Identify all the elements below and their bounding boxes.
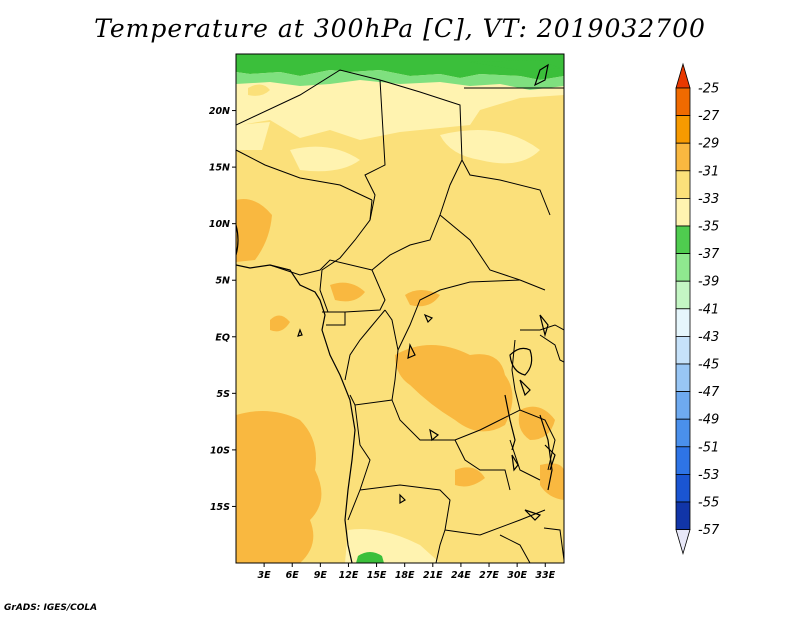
colorbar-label: -37 (698, 247, 720, 262)
colorbar-label: -51 (698, 440, 719, 455)
x-axis-ticks: 3E 6E 9E 12E 15E 18E 21E 24E 27E 30E 33E (258, 563, 556, 581)
x-tick-label: 27E (479, 570, 499, 581)
colorbar-top-arrow (675, 62, 691, 89)
coastlines (236, 63, 556, 563)
colorbar-label: -43 (698, 330, 719, 345)
colorbar-label: -55 (698, 496, 719, 511)
colorbar-label: -33 (698, 192, 719, 207)
x-tick-label: 21E (423, 570, 443, 581)
colorbar-label: -29 (698, 137, 719, 152)
colorbar-label: -45 (698, 358, 719, 373)
colorbar-segment (675, 170, 691, 199)
colorbar-segment (675, 280, 691, 310)
colorbar-segment (675, 142, 691, 172)
y-tick-label: EQ (215, 332, 230, 343)
colorbar-segment (675, 308, 691, 337)
warm-regions (236, 199, 564, 563)
x-tick-label: 30E (507, 570, 527, 581)
colorbar-label: -31 (698, 164, 719, 179)
y-tick-label: 5N (215, 276, 230, 287)
y-tick-label: 10N (209, 219, 230, 230)
colorbar-segment (675, 446, 691, 475)
x-tick-label: 24E (451, 570, 471, 581)
cold-blob-south (350, 542, 395, 563)
x-tick-label: 33E (535, 570, 555, 581)
x-tick-label: 18E (395, 570, 415, 581)
map-title: Temperature at 300hPa [C], VT: 201903270… (94, 14, 706, 43)
colorbar-bottom-arrow (675, 529, 691, 556)
y-tick-label: 5S (217, 389, 231, 400)
x-tick-label: 12E (339, 570, 359, 581)
colorbar-segment (675, 197, 691, 227)
colorbar-label: -47 (698, 385, 720, 400)
colorbar-segment (675, 335, 691, 365)
colorbar-segment (675, 501, 691, 531)
y-tick-label: 20N (209, 106, 230, 117)
colorbar-segment (675, 418, 691, 448)
colorbar-label: -53 (698, 468, 719, 483)
colorbar: -25 -27 -29 -31 -33 -35 -37 -39 -41 -43 -45 -47 -49 -… (675, 62, 720, 556)
colorbar-label: -49 (698, 413, 719, 428)
x-tick-label: 3E (258, 570, 272, 581)
map-frame (235, 53, 565, 564)
colorbar-segment (675, 473, 691, 503)
colorbar-segment (675, 391, 691, 420)
country-borders (236, 69, 564, 563)
colorbar-label: -27 (698, 109, 720, 124)
colorbar-segment (675, 115, 691, 144)
y-axis-ticks: 20N 15N 10N 5N EQ 5S 10S 15S (209, 106, 236, 513)
colorbar-segment (675, 363, 691, 393)
map-panel (236, 54, 564, 563)
colorbar-label: -57 (698, 523, 720, 538)
cold-band-north (236, 54, 564, 96)
colorbar-segment (675, 87, 691, 117)
y-tick-label: 15N (209, 163, 230, 174)
colorbar-label: -41 (698, 302, 719, 317)
x-tick-label: 6E (286, 570, 300, 581)
colorbar-label: -35 (698, 220, 719, 235)
y-tick-label: 10S (210, 445, 230, 456)
colorbar-segment (675, 225, 691, 255)
x-tick-label: 15E (367, 570, 387, 581)
colorbar-label: -39 (698, 275, 719, 290)
x-tick-label: 9E (314, 570, 328, 581)
colorbar-segment (675, 253, 691, 282)
colorbar-label: -25 (698, 82, 719, 97)
y-tick-label: 15S (210, 502, 230, 513)
credit-text: GrADS: IGES/COLA (4, 603, 98, 613)
